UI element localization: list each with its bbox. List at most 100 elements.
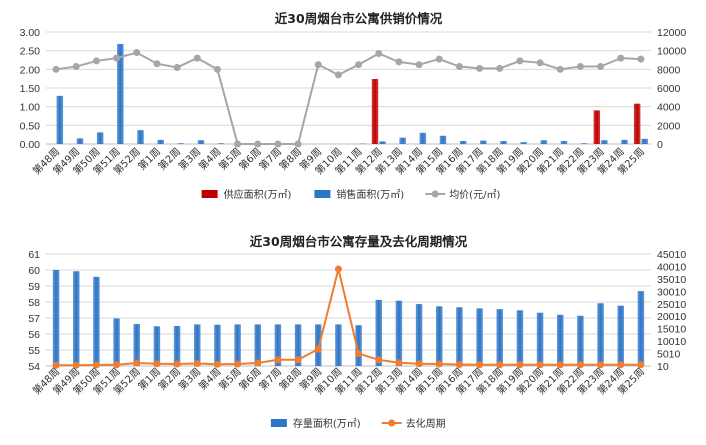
y-right-tick-label: 25010 [657, 299, 686, 311]
y-right-tick-label: 5010 [657, 349, 681, 361]
line-point [254, 359, 262, 367]
bar [173, 326, 181, 366]
y-right-tick-label: 0 [657, 139, 663, 151]
bar [456, 307, 463, 366]
bar [335, 324, 342, 366]
legend-marker [431, 190, 439, 198]
bar [399, 137, 406, 144]
line-point [334, 265, 342, 273]
bar [274, 324, 282, 366]
bar [153, 326, 161, 366]
bar [516, 310, 524, 366]
legend-swatch [270, 419, 287, 427]
bar [439, 135, 447, 144]
bar [194, 324, 201, 366]
legend-item: 存量面积(万㎡) [270, 417, 361, 430]
line-point [496, 361, 504, 369]
bar [355, 325, 362, 366]
line-point [92, 57, 100, 65]
y-left-tick-label: 1.50 [20, 83, 41, 95]
bar [177, 143, 185, 144]
line-point [133, 359, 141, 367]
line-point [52, 65, 60, 73]
line-point [496, 64, 504, 72]
line-point [193, 360, 201, 368]
legend-item: 去化周期 [381, 417, 446, 430]
y-left-tick-label: 1.00 [20, 102, 41, 114]
line-point [395, 359, 403, 367]
x-tick-label: 第1周 [135, 365, 163, 393]
line-point [173, 360, 181, 368]
bar [496, 309, 503, 366]
bar [601, 140, 608, 144]
line-point [415, 61, 423, 69]
legend-label: 销售面积(万㎡) [336, 188, 404, 201]
bar [157, 139, 164, 144]
legend-swatch [314, 190, 331, 198]
bar [436, 306, 443, 366]
y-left-tick-label: 2.00 [20, 64, 41, 76]
line-point [536, 59, 544, 67]
y-right-tick-label: 30010 [657, 286, 686, 298]
line-point [52, 361, 60, 369]
bar [633, 103, 641, 144]
bar [415, 304, 423, 366]
line-point [597, 63, 605, 71]
legend-label: 均价(元/㎡) [449, 189, 500, 201]
bar [459, 141, 467, 144]
y-right-tick-label: 2000 [657, 120, 681, 132]
line-point [395, 58, 403, 66]
bar [379, 141, 386, 144]
line-point [435, 360, 443, 368]
y-left-tick-label: 56 [28, 329, 40, 341]
bar [117, 43, 124, 144]
line-point [435, 55, 443, 63]
line-point [375, 49, 383, 57]
legend-label: 供应面积(万㎡) [224, 188, 292, 201]
y-left-tick-label: 0.00 [20, 139, 41, 151]
bar [617, 305, 624, 366]
bar [557, 314, 564, 366]
y-left-tick-label: 0.50 [20, 120, 41, 132]
line-point [375, 356, 383, 364]
bar [294, 324, 302, 366]
bar [536, 312, 544, 366]
y-left-tick-label: 59 [28, 281, 40, 293]
line-point [113, 361, 121, 369]
bar [577, 315, 584, 366]
x-tick-label: 第7周 [256, 365, 284, 393]
y-right-tick-label: 15010 [657, 324, 686, 336]
line-point [516, 361, 524, 369]
bar [593, 110, 601, 144]
line-point [294, 140, 302, 148]
line-point [455, 63, 463, 71]
line-point [455, 361, 463, 369]
y-left-tick-label: 2.50 [20, 46, 41, 58]
line-point [516, 57, 524, 65]
chart-stock-clearance: 近30周烟台市公寓存量及去化周期情况 54 55 56 57 58 59 60 61 105010… [28, 234, 686, 430]
line-point [556, 361, 564, 369]
bar [641, 138, 648, 144]
bar [375, 299, 382, 366]
line-point [113, 54, 121, 62]
x-tick-label: 第8周 [276, 365, 304, 393]
legend-marker [388, 419, 396, 427]
bar [476, 308, 483, 366]
y-right-tick-label: 4000 [657, 102, 681, 114]
bar [214, 324, 221, 366]
x-tick-label: 第3周 [176, 365, 204, 393]
line-point [617, 54, 625, 62]
line-point [254, 140, 262, 148]
legend: 存量面积(万㎡) 去化周期 [270, 417, 446, 430]
line-point [334, 71, 342, 79]
bar [254, 324, 261, 366]
line-point [536, 361, 544, 369]
line-point [637, 361, 645, 369]
y-right-tick-label: 35010 [657, 274, 686, 286]
line-point [314, 345, 322, 353]
x-tick-label: 第6周 [236, 365, 264, 393]
bar [197, 140, 205, 144]
line-point [274, 356, 282, 364]
legend-item: 供应面积(万㎡) [201, 188, 292, 201]
bar [560, 141, 568, 144]
